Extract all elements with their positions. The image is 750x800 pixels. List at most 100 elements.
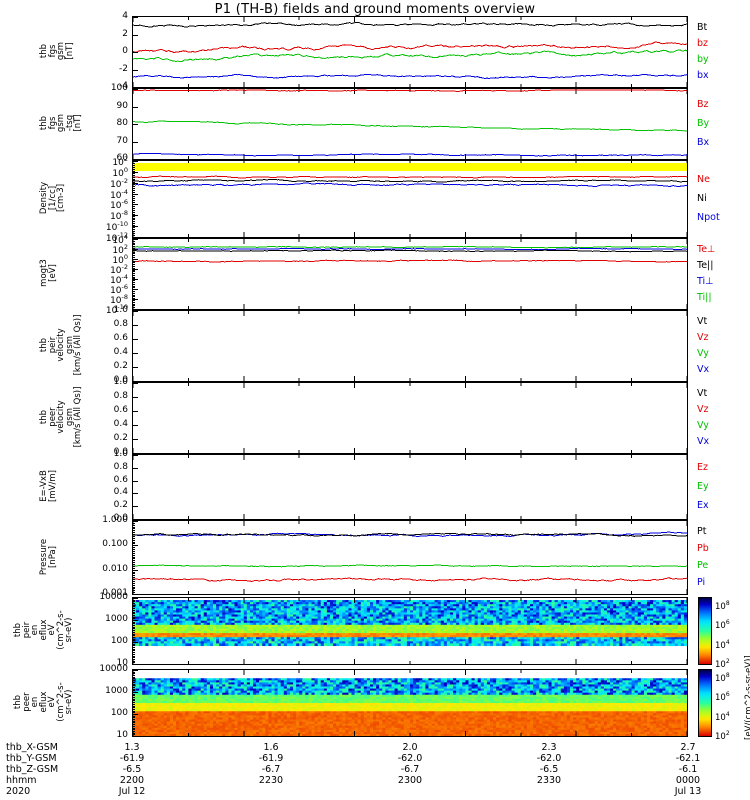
ytick-mark <box>132 670 138 671</box>
ytick-minor <box>132 612 135 613</box>
ytick-mark <box>132 259 138 260</box>
ytick-minor <box>132 545 135 546</box>
ytick-minor <box>132 734 135 735</box>
xaxis-tick-value: 2230 <box>258 775 284 786</box>
xaxis-tick-value: 2200 <box>119 775 145 786</box>
ytick-minor <box>132 684 135 685</box>
xaxis-tick-value: -6.5 <box>122 764 142 775</box>
peer-colorbar <box>698 669 712 737</box>
ytick-minor <box>132 165 135 166</box>
xaxis-tick-value: -62.0 <box>536 753 562 764</box>
ytick-minor <box>132 521 135 522</box>
ytick-mark <box>132 425 138 426</box>
panel-temperature <box>132 238 688 310</box>
ytick-mark <box>132 468 138 469</box>
ytick-label: 10-12 <box>105 231 128 244</box>
ytick-label: 2 <box>122 28 128 39</box>
ylabel-line: sr-eV) <box>64 689 74 715</box>
ytick-mark <box>132 269 138 270</box>
ytick-minor <box>132 729 135 730</box>
ytick-minor <box>132 685 135 686</box>
ytick-minor <box>132 644 135 645</box>
ylabel-line: [nT] <box>64 42 75 60</box>
ytick-minor <box>132 300 135 301</box>
legend-item-bx: bx <box>697 70 709 81</box>
ytick-minor <box>132 273 135 274</box>
ytick-minor <box>132 250 135 251</box>
ytick-minor <box>132 169 135 170</box>
ytick-minor <box>132 700 135 701</box>
ytick-label: 1.0 <box>113 377 128 387</box>
ytick-minor <box>132 309 135 310</box>
ytick-minor <box>132 682 135 683</box>
ylabel-line: [eV] <box>47 264 58 282</box>
ytick-minor <box>132 637 135 638</box>
ytick-minor <box>132 221 135 222</box>
legend-item-ne: Ne <box>697 174 710 185</box>
ytick-mark <box>132 598 138 599</box>
ytick-label: 1.0 <box>113 305 128 315</box>
legend-item-by: by <box>697 54 709 65</box>
ytick-label: 60 <box>116 153 128 163</box>
ytick-minor <box>132 717 135 718</box>
ytick-minor <box>132 542 135 543</box>
ylabel-fgl: thb fgs gsm [nT] <box>39 16 75 86</box>
ytick-minor <box>132 275 135 276</box>
ylabel-peir_spec: thb peir en eflux eV (cm^2-s-sr-eV) <box>13 595 74 665</box>
ytick-label: 10000 <box>99 592 128 602</box>
ytick-minor <box>132 280 135 281</box>
legend-item-vz: Vz <box>697 404 709 415</box>
ytick-minor <box>132 623 135 624</box>
ytick-minor <box>132 549 135 550</box>
ytick-minor <box>132 192 135 193</box>
ytick-minor <box>132 610 135 611</box>
ytick-minor <box>132 687 135 688</box>
ytick-mark <box>132 325 138 326</box>
ytick-mark <box>132 215 138 216</box>
legend-item-pe: Pe <box>697 559 709 571</box>
ytick-minor <box>132 204 135 205</box>
ytick-label: 80 <box>116 118 128 128</box>
panel-density <box>132 160 688 238</box>
ytick-minor <box>132 551 135 552</box>
ytick-minor <box>132 262 135 263</box>
ytick-label: 10-4 <box>110 273 128 286</box>
ytick-minor <box>132 547 135 548</box>
ytick-label: 10000 <box>99 664 128 674</box>
ytick-minor <box>132 177 135 178</box>
ytick-mark <box>132 249 138 250</box>
ytick-minor <box>132 728 135 729</box>
panel-peer_velocity <box>132 382 688 454</box>
ytick-label: 1000 <box>105 686 128 696</box>
legend-item-vz: Vz <box>697 332 709 343</box>
ytick-mark <box>132 52 138 53</box>
ytick-minor <box>132 291 135 292</box>
ytick-minor <box>132 184 135 185</box>
ytick-minor <box>132 661 135 662</box>
ytick-minor <box>132 239 135 240</box>
colorbar-tick: 106 <box>715 691 730 704</box>
ytick-minor <box>132 218 135 219</box>
ytick-mark <box>132 239 138 240</box>
ytick-minor <box>132 650 135 651</box>
panel-efield <box>132 454 688 520</box>
ytick-minor <box>132 227 135 228</box>
ytick-minor <box>132 618 135 619</box>
ytick-mark <box>132 439 138 440</box>
ytick-minor <box>132 167 135 168</box>
ytick-label: 0.6 <box>113 405 128 415</box>
ytick-minor <box>132 731 135 732</box>
ytick-minor <box>132 229 135 230</box>
colorbar-tick: 108 <box>715 600 730 612</box>
panel-peer_spec <box>132 669 688 737</box>
ytick-minor <box>132 652 135 653</box>
ytick-minor <box>132 603 135 604</box>
ytick-mark <box>132 570 138 571</box>
ytick-minor <box>132 558 135 559</box>
ytick-minor <box>132 588 135 589</box>
ylabel-peir_velocity: thb peir velocity gsm [km/s (All Qs)] <box>39 310 83 380</box>
xaxis-tick-value: 1.6 <box>263 742 279 753</box>
ytick-minor <box>132 598 135 599</box>
ytick-minor <box>132 538 135 539</box>
ytick-minor <box>132 699 135 700</box>
